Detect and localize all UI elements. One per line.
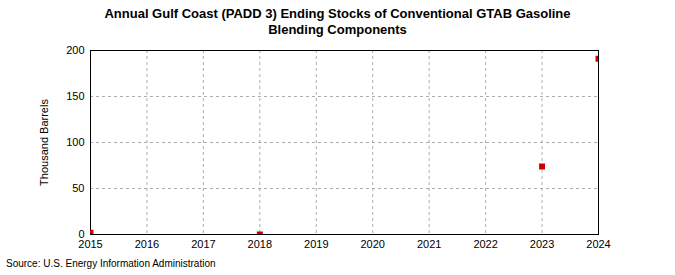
svg-text:2023: 2023 [530,238,554,250]
svg-text:150: 150 [66,90,84,102]
svg-text:50: 50 [72,182,84,194]
svg-text:200: 200 [66,44,84,56]
html-text:Source: U.S. Energy Informatio: Source: U.S. Energy Information Administ… [6,258,216,269]
svg-text:2018: 2018 [248,238,272,250]
svg-text:2019: 2019 [304,238,328,250]
svg-text:2022: 2022 [473,238,497,250]
svg-text:100: 100 [66,136,84,148]
svg-text:2017: 2017 [191,238,215,250]
svg-text:2015: 2015 [78,238,102,250]
svg-text:2016: 2016 [135,238,159,250]
html-text:Annual Gulf Coast (PADD 3) End: Annual Gulf Coast (PADD 3) Ending Stocks… [104,6,571,37]
svg-text:2024: 2024 [586,238,610,250]
svg-text:2020: 2020 [360,238,384,250]
svg-text:2021: 2021 [417,238,441,250]
svg-text:Thousand Barrels: Thousand Barrels [38,99,50,186]
svg-text:0: 0 [78,228,85,240]
